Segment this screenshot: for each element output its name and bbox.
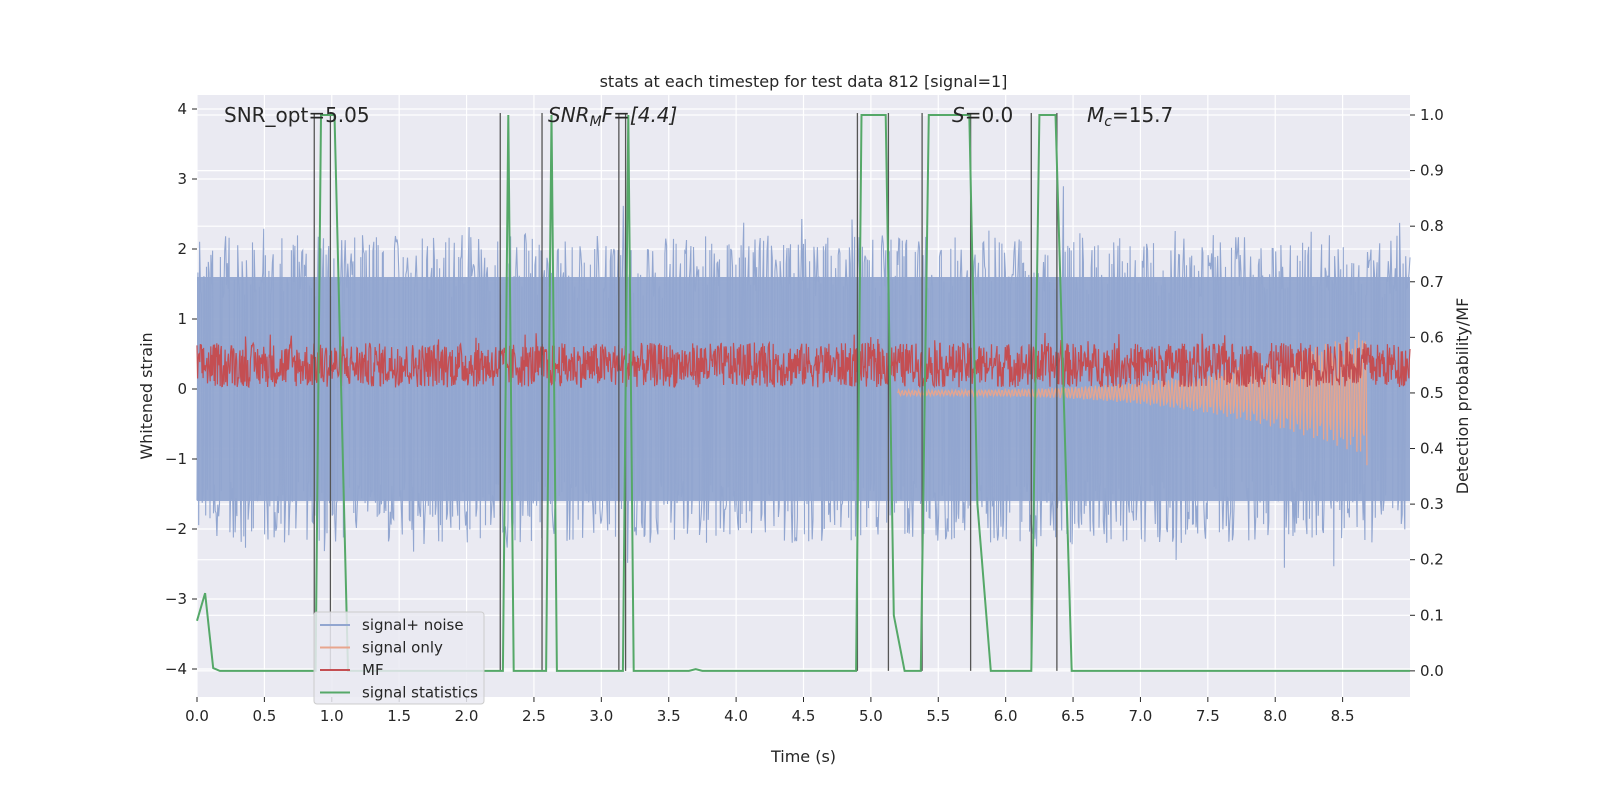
y-tick-label-left: −4	[165, 660, 187, 678]
series-signal-statistics	[196, 114, 1410, 672]
x-tick-label: 3.0	[589, 707, 613, 725]
x-tick-label: 1.5	[387, 707, 411, 725]
x-tick-label: 8.0	[1263, 707, 1287, 725]
snr-mf-sub: M	[590, 114, 602, 130]
x-tick-label: 3.5	[657, 707, 681, 725]
y-tick-label-left: 4	[177, 100, 187, 118]
x-tick-label: 2.0	[455, 707, 479, 725]
mc-base: M	[1087, 103, 1104, 127]
y-tick-label-right: 0.1	[1420, 606, 1444, 624]
legend-label-signal-statistics: signal statistics	[362, 684, 478, 702]
series-line-signal-noise	[196, 186, 1411, 568]
annotation-s: S=0.0	[952, 103, 1013, 127]
x-tick-label: 4.0	[724, 707, 748, 725]
legend-label-signal-noise: signal+ noise	[362, 616, 464, 634]
annotation-snr-mf: SNRMF=[4.4]	[548, 103, 677, 130]
y-axis-label-left: Whitened strain	[137, 332, 156, 459]
legend-label-signal-only: signal only	[362, 639, 443, 657]
y-tick-label-right: 0.9	[1420, 162, 1444, 180]
y-tick-label-right: 0.6	[1420, 328, 1444, 346]
mc-value: =15.7	[1112, 103, 1173, 127]
x-tick-label: 7.5	[1196, 707, 1220, 725]
series-mf	[196, 332, 1411, 389]
y-axis-label-right: Detection probability/MF	[1453, 298, 1472, 495]
y-tick-label-right: 0.2	[1420, 551, 1444, 569]
y-tick-label-left: 3	[177, 170, 187, 188]
x-tick-label: 4.5	[792, 707, 816, 725]
s-value: =0.0	[965, 103, 1014, 127]
series-line-mf	[196, 332, 1411, 389]
snr-mf-base: SNR	[548, 103, 590, 127]
y-tick-label-left: 0	[177, 380, 187, 398]
y-tick-label-right: 0.8	[1420, 217, 1444, 235]
x-tick-label: 0.5	[252, 707, 276, 725]
x-axis-label: Time (s)	[770, 747, 836, 766]
chart-title: stats at each timestep for test data 812…	[600, 72, 1008, 91]
annotation-snr-opt: SNR_opt=5.05	[224, 103, 370, 127]
x-tick-label: 6.5	[1061, 707, 1085, 725]
mc-sub: c	[1104, 114, 1112, 130]
y-tick-label-right: 0.5	[1420, 384, 1444, 402]
y-tick-label-left: −2	[165, 520, 187, 538]
series-line-signal-statistics	[196, 114, 1410, 672]
legend-box	[313, 611, 485, 705]
x-tick-label: 5.0	[859, 707, 883, 725]
y-tick-label-left: −1	[165, 450, 187, 468]
y-tick-label-left: −3	[165, 590, 187, 608]
y-tick-label-left: 1	[177, 310, 187, 328]
x-tick-label: 6.0	[994, 707, 1018, 725]
x-tick-label: 5.5	[926, 707, 950, 725]
y-tick-label-right: 0.0	[1420, 662, 1444, 680]
legend: signal+ noise signal only MF signal stat…	[313, 611, 485, 705]
x-tick-label: 8.5	[1331, 707, 1355, 725]
s-symbol: S	[952, 103, 965, 127]
axis-ticks: 0.0 0.5 1.0 1.5 2.0 2.5 3.0 3.5 4.0 4.5 5.0 5.5 6.0 6…	[165, 100, 1444, 725]
x-tick-label: 7.0	[1129, 707, 1153, 725]
annotation-mc: Mc=15.7	[1087, 103, 1173, 130]
y-tick-label-right: 0.7	[1420, 273, 1444, 291]
x-tick-label: 0.0	[185, 707, 209, 725]
x-tick-label: 2.5	[522, 707, 546, 725]
y-tick-label-right: 0.4	[1420, 440, 1444, 458]
legend-label-mf: MF	[362, 661, 384, 679]
y-tick-label-right: 1.0	[1420, 106, 1444, 124]
y-tick-label-right: 0.3	[1420, 495, 1444, 513]
snr-mf-rest: F=[4.4]	[602, 103, 678, 127]
x-tick-label: 1.0	[320, 707, 344, 725]
y-tick-label-left: 2	[177, 240, 187, 258]
